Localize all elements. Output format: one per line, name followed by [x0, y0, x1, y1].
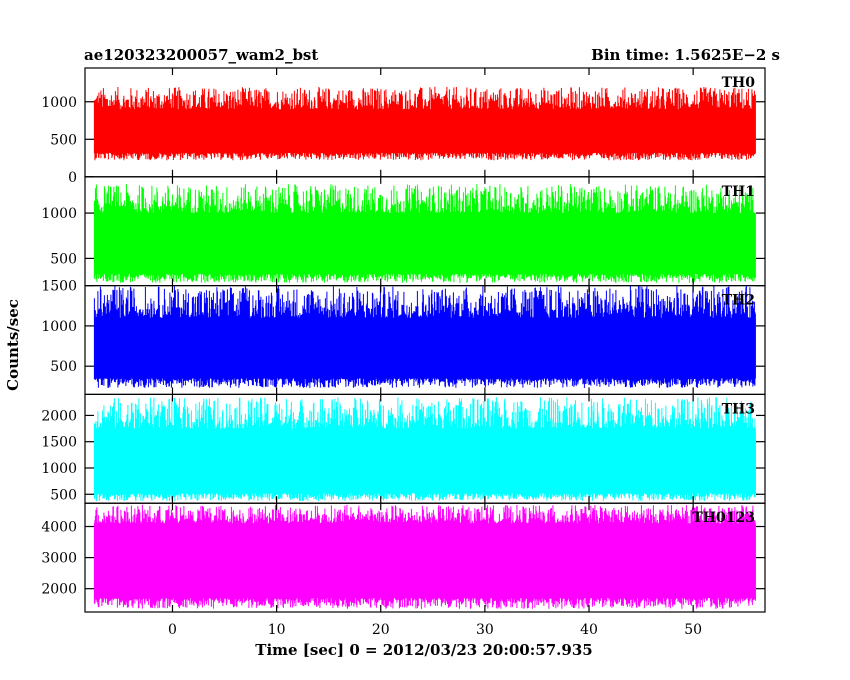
panel-label-th0: TH0 [722, 75, 756, 91]
x-axis-label: Time [sec] 0 = 2012/03/23 20:00:57.935 [255, 641, 592, 659]
y-tick-label: 1000 [41, 319, 77, 335]
y-tick-label: 1000 [41, 206, 77, 222]
series-core-th3 [94, 440, 756, 494]
panel-label-th0123: TH0123 [692, 510, 755, 526]
x-tick-label: 30 [476, 622, 494, 638]
y-tick-label: 1000 [41, 95, 77, 111]
x-tick-label: 40 [580, 622, 598, 638]
x-tick-label: 50 [684, 622, 702, 638]
y-tick-label: 4000 [41, 520, 77, 536]
chart-left-title: ae120323200057_wam2_bst [84, 46, 318, 64]
series-core-th1 [94, 215, 756, 274]
y-tick-label: 2000 [41, 408, 77, 424]
panel-th0123: 2000 3000 4000 TH0123 [41, 502, 766, 613]
y-tick-label: 1500 [41, 279, 77, 295]
panel-th1: 500 1000 TH1 [41, 176, 766, 287]
y-tick-label: 0 [68, 170, 77, 186]
y-tick-label: 500 [50, 359, 77, 375]
x-tick-label: 20 [372, 622, 390, 638]
x-tick-label: 10 [268, 622, 286, 638]
y-axis-label: Counts/sec [4, 299, 22, 391]
y-tick-label: 500 [50, 132, 77, 148]
y-tick-label: 1000 [41, 461, 77, 477]
y-tick-label: 2000 [41, 582, 77, 598]
y-tick-label: 500 [50, 487, 77, 503]
panel-th3: 500 1000 1500 2000 TH3 [41, 393, 766, 504]
chart-right-title: Bin time: 1.5625E−2 s [591, 46, 780, 64]
panel-label-th2: TH2 [722, 293, 755, 309]
y-tick-label: 3000 [41, 551, 77, 567]
panel-th0: 0 500 1000 TH0 [41, 67, 766, 186]
panels-group: 05001000TH05001000TH150010001500TH250010… [41, 67, 766, 638]
series-core-th0 [94, 112, 756, 153]
panel-label-th3: TH3 [722, 401, 755, 417]
series-core-th2 [94, 320, 756, 379]
panel-label-th1: TH1 [722, 184, 755, 200]
series-core-th0123 [94, 527, 756, 599]
x-tick-label: 0 [168, 622, 177, 638]
y-tick-label: 1500 [41, 435, 77, 451]
y-tick-label: 500 [50, 251, 77, 267]
panel-th2: 500 1000 1500 TH2 [41, 279, 766, 396]
